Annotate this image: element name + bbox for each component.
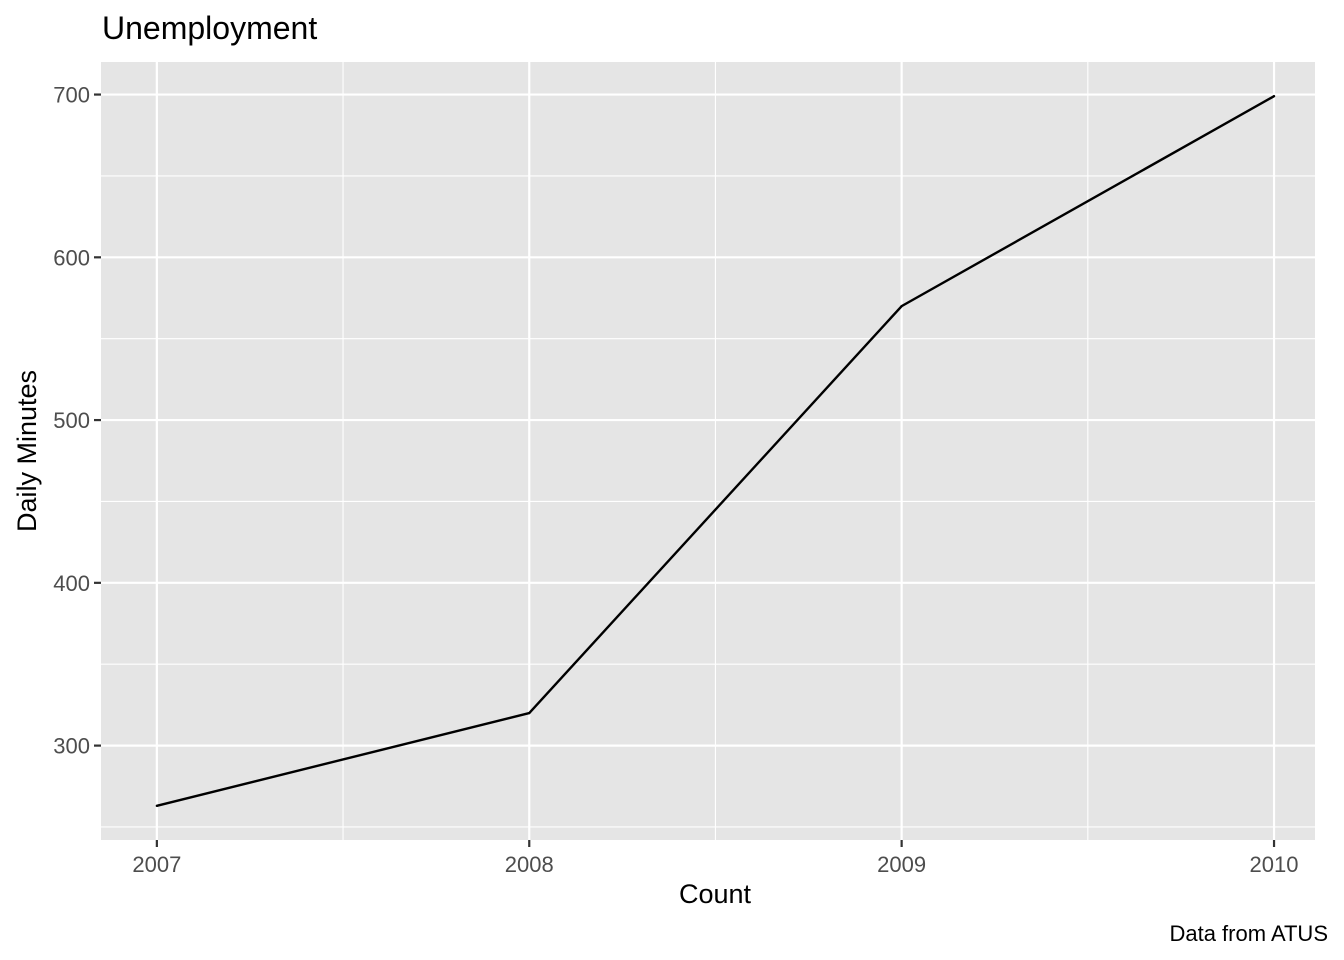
y-tick-label: 700 bbox=[53, 83, 90, 108]
chart-title: Unemployment bbox=[102, 10, 317, 46]
y-tick-label: 400 bbox=[53, 571, 90, 596]
data-point bbox=[900, 304, 903, 308]
x-tick-label: 2007 bbox=[132, 852, 181, 877]
y-tick-label: 300 bbox=[53, 734, 90, 759]
series-layer bbox=[155, 94, 1276, 808]
y-axis-title: Daily Minutes bbox=[12, 370, 42, 532]
x-axis: 2007 2008 2009 2010 bbox=[132, 840, 1299, 877]
x-axis-title: Count bbox=[679, 879, 752, 909]
data-point bbox=[528, 711, 531, 715]
data-point bbox=[1272, 94, 1276, 98]
series-line bbox=[156, 95, 1275, 807]
data-point bbox=[155, 804, 159, 808]
plot-panel bbox=[101, 62, 1315, 840]
y-axis: 300 400 500 600 700 bbox=[53, 83, 101, 759]
y-tick-label: 500 bbox=[53, 408, 90, 433]
x-tick-label: 2008 bbox=[505, 852, 554, 877]
x-tick-label: 2009 bbox=[877, 852, 926, 877]
minor-gridlines bbox=[101, 62, 1315, 840]
major-gridlines bbox=[101, 62, 1315, 840]
x-tick-label: 2010 bbox=[1250, 852, 1299, 877]
y-tick-label: 600 bbox=[53, 245, 90, 270]
chart-caption: Data from ATUS bbox=[1169, 921, 1328, 946]
